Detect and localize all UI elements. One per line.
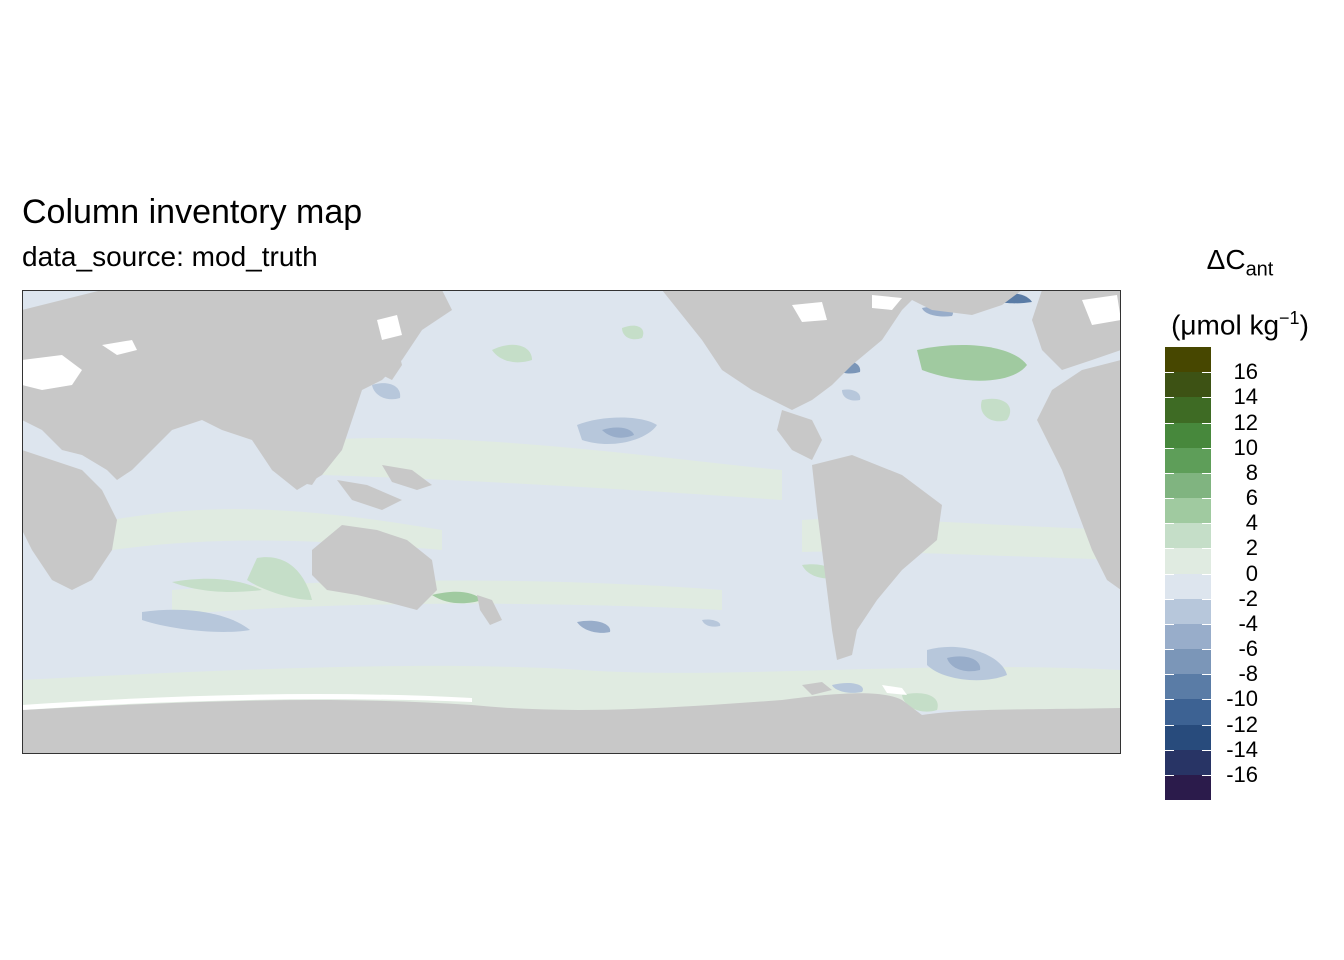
colorbar-label: 14 (1233, 384, 1258, 410)
colorbar-tick (1202, 548, 1211, 550)
colorbar-swatch (1165, 397, 1211, 423)
legend-subscript: ant (1245, 258, 1274, 281)
world-map (22, 290, 1121, 754)
colorbar-label: 6 (1245, 485, 1258, 510)
colorbar-swatch (1165, 523, 1211, 549)
antarctica (22, 693, 1121, 754)
colorbar-tick (1202, 573, 1211, 575)
legend-symbol: ΔC (1206, 244, 1246, 275)
colorbar-label: 0 (1245, 560, 1258, 586)
legend-unit-open: (μmol kg (1171, 308, 1280, 340)
colorbar-label: 10 (1233, 434, 1258, 460)
colorbar-tick (1165, 372, 1174, 374)
colorbar-tick (1202, 447, 1211, 449)
colorbar-tick (1165, 573, 1174, 575)
colorbar-tick (1202, 699, 1211, 701)
colorbar-tick (1202, 724, 1211, 726)
central-america (777, 410, 822, 460)
colorbar-tick (1165, 472, 1174, 474)
colorbar-label: -16 (1226, 761, 1258, 787)
colorbar-swatch (1165, 674, 1211, 700)
australia (312, 525, 437, 610)
africa-east (1037, 360, 1121, 590)
colorbar-label: -4 (1238, 610, 1258, 636)
colorbar-swatch (1165, 347, 1211, 373)
colorbar-tick (1165, 548, 1174, 550)
colorbar-tick (1165, 774, 1174, 776)
colorbar-tick (1165, 674, 1174, 676)
southern-indian-blue (142, 609, 250, 632)
colorbar-tick (1165, 598, 1174, 600)
colorbar-swatch (1165, 472, 1211, 499)
colorbar-tick (1165, 498, 1174, 499)
land-masses (22, 290, 1121, 754)
eurasia (22, 290, 452, 490)
africa (22, 450, 117, 590)
asia-japan (382, 345, 402, 380)
no-data-areas (22, 295, 1121, 710)
colorbar-swatch (1165, 649, 1211, 675)
colorbar-swatch (1165, 548, 1211, 574)
equatorial-band (322, 437, 782, 500)
map-panel (22, 290, 1121, 754)
colorbar-tick (1202, 372, 1211, 374)
colorbar-swatch (1165, 447, 1211, 474)
colorbar-tick (1165, 699, 1174, 701)
legend-title: ΔCant (μmol kg−1) (1160, 240, 1320, 345)
colorbar-tick (1165, 422, 1174, 424)
colorbar-label: -2 (1238, 585, 1258, 611)
colorbar-tick (1202, 422, 1211, 424)
indian-ocean-green (247, 557, 312, 600)
colorbar-swatch (1165, 623, 1211, 650)
colorbar-tick (1202, 649, 1211, 650)
chart-title: Column inventory map (22, 193, 363, 231)
colorbar-tick (1165, 523, 1174, 525)
colorbar-swatch (1165, 372, 1211, 398)
colorbar-tick (1202, 623, 1211, 625)
colorbar-swatch (1165, 699, 1211, 725)
chart-subtitle: data_source: mod_truth (22, 241, 318, 272)
colorbar-label: -12 (1226, 711, 1258, 737)
colorbar-label: -8 (1238, 661, 1258, 687)
colorbar-tick (1202, 774, 1211, 776)
colorbar-swatch (1165, 749, 1211, 776)
colorbar-tick (1165, 649, 1174, 650)
colorbar-tick (1165, 724, 1174, 726)
greenland (902, 290, 1022, 315)
colorbar-swatch (1165, 724, 1211, 751)
colorbar-tick (1165, 749, 1174, 751)
south-america (812, 455, 942, 660)
colorbar-label: 4 (1245, 510, 1258, 536)
colorbar-tick (1202, 598, 1211, 600)
legend-unit-sup: −1 (1279, 307, 1300, 328)
legend-unit-close: ) (1299, 308, 1309, 340)
colorbar-swatch (1165, 422, 1211, 449)
colorbar-tick (1202, 523, 1211, 525)
colorbar-label: -6 (1238, 636, 1258, 661)
colorbar-label: 2 (1245, 535, 1258, 561)
colorbar-tick (1202, 397, 1211, 399)
colorbar-label: 8 (1245, 459, 1258, 485)
colorbar-swatch (1165, 598, 1211, 625)
colorbar-swatch (1165, 573, 1211, 600)
colorbar-label: 16 (1233, 359, 1258, 385)
north-america (662, 290, 922, 410)
colorbar-label: -14 (1226, 736, 1258, 762)
atlantic-north-green (917, 345, 1027, 381)
colorbar-tick (1202, 674, 1211, 676)
colorbar-swatch (1165, 774, 1211, 801)
colorbar-tick (1202, 498, 1211, 499)
colorbar-tick (1202, 472, 1211, 474)
colorbar-label: 12 (1233, 409, 1258, 435)
colorbar-label: -10 (1226, 686, 1258, 712)
colorbar-swatch (1165, 498, 1211, 524)
colorbar-tick (1165, 397, 1174, 399)
colorbar-tick (1165, 447, 1174, 449)
colorbar (1165, 347, 1211, 801)
colorbar-tick (1202, 749, 1211, 751)
colorbar-tick (1165, 623, 1174, 625)
map-frame (22, 290, 1121, 754)
